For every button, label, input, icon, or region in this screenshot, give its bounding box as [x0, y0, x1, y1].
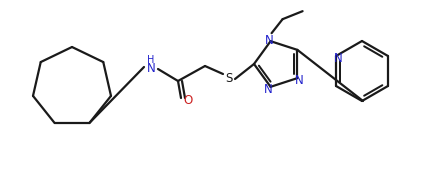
Text: N: N [264, 83, 273, 96]
Text: H: H [147, 55, 155, 65]
Text: N: N [295, 74, 304, 87]
Text: O: O [183, 93, 193, 106]
Text: N: N [334, 52, 342, 65]
Text: N: N [147, 61, 155, 74]
Text: S: S [225, 72, 233, 85]
Text: N: N [265, 34, 274, 47]
